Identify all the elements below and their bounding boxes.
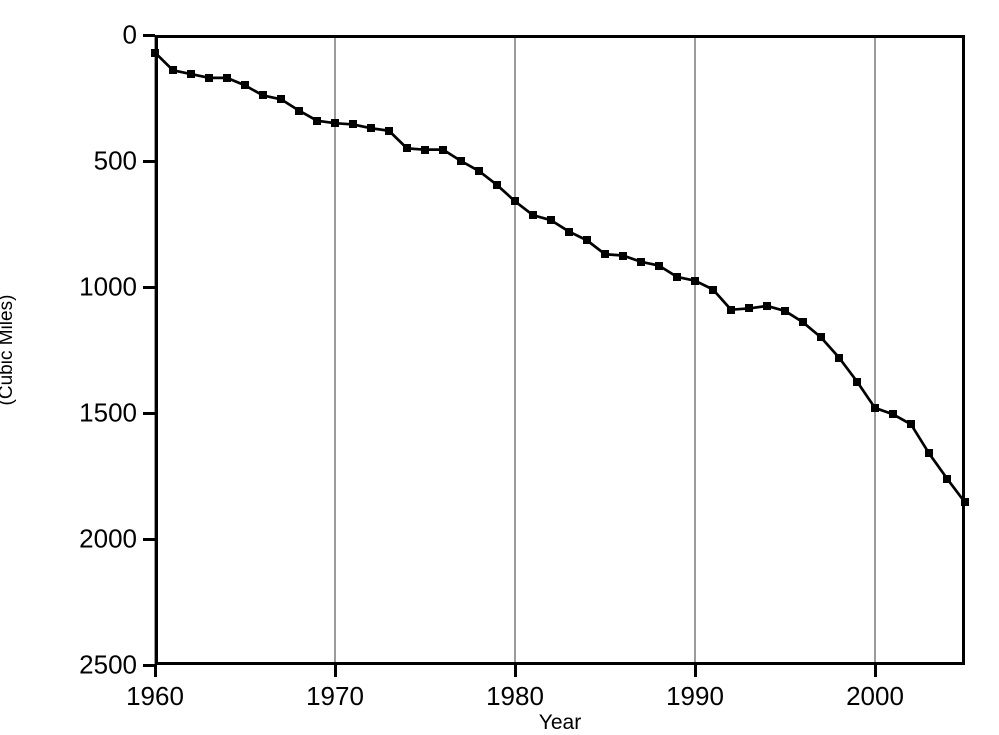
x-tick-label: 1960	[126, 681, 184, 712]
y-tick	[143, 412, 155, 415]
data-marker	[421, 146, 429, 154]
y-tick	[143, 286, 155, 289]
data-marker	[529, 211, 537, 219]
data-marker	[367, 124, 375, 132]
plot-area	[155, 35, 965, 665]
x-tick-label: 1970	[306, 681, 364, 712]
data-marker	[439, 146, 447, 154]
data-marker	[691, 277, 699, 285]
y-tick-label: 1000	[79, 272, 137, 303]
data-marker	[241, 81, 249, 89]
data-marker	[637, 258, 645, 266]
series-line	[155, 35, 965, 665]
x-tick-label: 2000	[846, 681, 904, 712]
y-tick	[143, 34, 155, 37]
chart-stage: 1960 1970 1980 1990 2000 0 500 1000 1500 2000 2500…	[0, 0, 999, 726]
data-marker	[943, 475, 951, 483]
data-marker	[799, 318, 807, 326]
y-tick-label: 500	[94, 146, 137, 177]
data-marker	[493, 181, 501, 189]
data-marker	[169, 66, 177, 74]
data-marker	[781, 307, 789, 315]
data-marker	[709, 286, 717, 294]
data-marker	[835, 354, 843, 362]
x-axis-label: Year	[539, 711, 581, 735]
data-marker	[727, 306, 735, 314]
data-marker	[673, 273, 681, 281]
x-tick	[154, 665, 157, 677]
y-tick-label: 0	[123, 20, 137, 51]
x-tick-label: 1980	[486, 681, 544, 712]
data-marker	[385, 127, 393, 135]
data-marker	[619, 252, 627, 260]
data-marker	[313, 117, 321, 125]
x-tick	[334, 665, 337, 677]
data-marker	[511, 197, 519, 205]
x-tick	[874, 665, 877, 677]
data-marker	[205, 74, 213, 82]
y-tick-label: 2000	[79, 524, 137, 555]
y-tick-label: 1500	[79, 398, 137, 429]
y-tick	[143, 538, 155, 541]
x-tick-label: 1990	[666, 681, 724, 712]
data-marker	[295, 107, 303, 115]
data-marker	[961, 498, 969, 506]
data-marker	[601, 250, 609, 258]
x-tick	[514, 665, 517, 677]
data-marker	[745, 304, 753, 312]
y-tick-label: 2500	[79, 650, 137, 681]
x-tick	[694, 665, 697, 677]
data-marker	[817, 333, 825, 341]
data-marker	[457, 157, 465, 165]
data-marker	[565, 228, 573, 236]
data-marker	[187, 70, 195, 78]
data-marker	[259, 91, 267, 99]
y-axis-label: Total Glacier Ice Decline(Cubic Miles)	[0, 221, 18, 480]
data-marker	[403, 144, 411, 152]
data-marker	[547, 216, 555, 224]
data-marker	[349, 120, 357, 128]
data-marker	[925, 449, 933, 457]
y-tick	[143, 160, 155, 163]
y-tick	[143, 664, 155, 667]
data-marker	[583, 236, 591, 244]
data-marker	[889, 410, 897, 418]
data-marker	[871, 404, 879, 412]
data-marker	[853, 378, 861, 386]
data-marker	[655, 262, 663, 270]
data-marker	[277, 95, 285, 103]
data-marker	[151, 49, 159, 57]
data-marker	[475, 167, 483, 175]
y-axis-label-sub: (Cubic Miles)	[0, 221, 18, 480]
data-marker	[763, 302, 771, 310]
data-marker	[331, 119, 339, 127]
data-marker	[223, 74, 231, 82]
data-marker	[907, 420, 915, 428]
